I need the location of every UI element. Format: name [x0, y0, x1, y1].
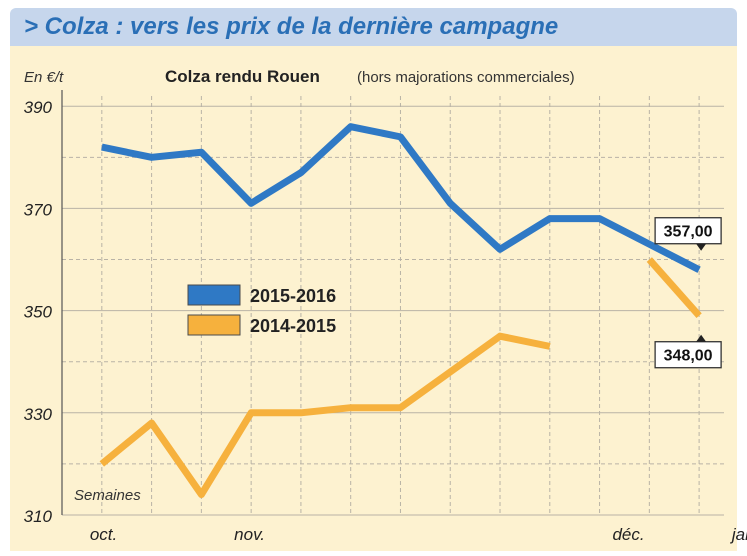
- series-line-2014-2015: [646, 257, 702, 319]
- callout-pointer: [696, 334, 707, 342]
- chart-header: > Colza : vers les prix de la dernière c…: [10, 8, 737, 46]
- legend-swatch: [187, 284, 241, 306]
- legend-label: 2015-2016: [250, 286, 336, 306]
- y-tick-label: 390: [24, 98, 53, 117]
- header-title: > Colza : vers les prix de la dernière c…: [24, 13, 559, 40]
- callout-box: [654, 341, 722, 369]
- y-tick-label: 370: [24, 200, 53, 219]
- y-tick-label: 330: [24, 405, 53, 424]
- chart-title: Colza rendu Rouen: [165, 67, 320, 86]
- x-axis-label: Semaines: [74, 487, 141, 504]
- legend-swatch: [187, 314, 241, 336]
- y-axis-label: En €/t: [24, 69, 64, 86]
- x-period-label: oct.: [90, 525, 117, 544]
- callout-value: 357,00: [664, 224, 713, 241]
- y-tick-label: 350: [24, 303, 53, 322]
- callout-pointer: [696, 243, 707, 251]
- callout-value: 348,00: [664, 348, 713, 365]
- legend-label: 2014-2015: [250, 316, 336, 336]
- callout-box: [654, 217, 722, 245]
- x-period-label: nov.: [234, 525, 265, 544]
- chart-subtitle: (hors majorations commerciales): [357, 69, 575, 86]
- x-period-label: janv.: [730, 525, 747, 544]
- series-line-2014-2015: [99, 332, 551, 499]
- x-period-label: déc.: [612, 525, 644, 544]
- y-tick-label: 310: [24, 507, 53, 526]
